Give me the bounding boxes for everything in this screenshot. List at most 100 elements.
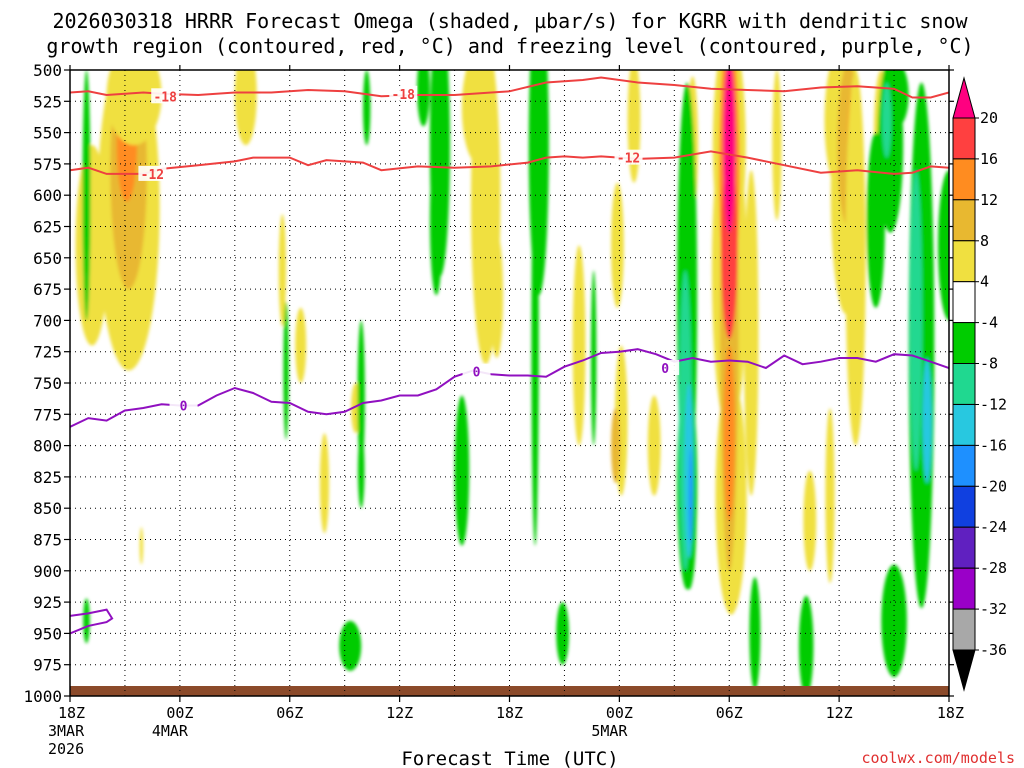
colorbar-label-10: -24: [980, 518, 1007, 536]
colorbar-label-6: -8: [980, 355, 998, 373]
dgz-contour--12: [70, 150, 949, 175]
dgz-contour--18-label-bg-1: [389, 85, 418, 101]
x-tick-label-6: 06Z: [716, 704, 743, 722]
y-tick-label-950: 950: [33, 624, 62, 643]
omega-blob-43: [339, 620, 362, 671]
omega-blob-63: [798, 595, 814, 696]
colorbar-segment-12: [952, 567, 976, 610]
colorbar-label-1: 16: [980, 150, 998, 168]
colorbar-label-0: 20: [980, 109, 998, 127]
omega-blob-26: [723, 345, 735, 521]
colorbar-segment-6: [952, 322, 976, 365]
x-tick-label-2: 06Z: [276, 704, 303, 722]
omega-blob-14: [572, 245, 586, 446]
y-axis: 500 525 550 575 600 625 650 675 700 725 750 775 800 8…: [23, 61, 954, 706]
y-tick-label-600: 600: [33, 186, 62, 205]
omega-blob-13: [490, 232, 504, 358]
omega-blob-12: [461, 70, 495, 164]
chart-title-line2: growth region (contoured, red, °C) and f…: [46, 34, 973, 58]
omega-blob-44: [283, 301, 289, 440]
dgz-contour--12-label-1: -12: [617, 152, 640, 167]
omega-blob-50: [429, 145, 443, 296]
y-tick-label-975: 975: [33, 656, 62, 675]
credit-text: coolwx.com/models: [861, 749, 1015, 767]
omega-blob-66: [866, 132, 885, 308]
x-tick-label-4: 18Z: [496, 704, 523, 722]
omega-blob-60: [684, 383, 694, 559]
colorbar-segment-11: [952, 526, 976, 569]
freezing-level-contour-0: [70, 348, 949, 428]
omega-blob-32: [743, 170, 759, 496]
omega-blob-61: [689, 448, 693, 544]
omega-blob-39: [772, 70, 782, 221]
colorbar-label-4: 4: [980, 273, 989, 291]
colorbar-label-13: -36: [980, 641, 1007, 659]
omega-blob-69: [909, 170, 923, 471]
omega-blob-38: [611, 182, 624, 308]
dgz-contour--18-label-0: -18: [153, 90, 177, 105]
omega-blob-71: [882, 82, 892, 158]
x-tick-label-1: 00Z: [166, 704, 193, 722]
omega-blob-3: [106, 70, 162, 146]
omega-blob-70: [922, 358, 932, 484]
colorbar-segment-9: [952, 444, 976, 487]
colorbar-label-7: -12: [980, 396, 1007, 414]
omega-blob-8: [295, 307, 307, 383]
dgz-contour--18-label-bg-0: [151, 88, 180, 104]
colorbar-segment-5: [952, 281, 976, 324]
y-tick-label-725: 725: [33, 343, 62, 362]
x-tick-date-5: 5MAR: [591, 722, 628, 740]
y-tick-label-700: 700: [33, 311, 62, 330]
y-tick-label-750: 750: [33, 374, 62, 393]
omega-blob-5: [234, 70, 257, 146]
colorbar-label-3: 8: [980, 232, 989, 250]
omega-blob-45: [357, 320, 365, 471]
x-tick-label-3: 12Z: [386, 704, 413, 722]
omega-blob-9: [278, 213, 287, 327]
y-tick-label-550: 550: [33, 124, 62, 143]
colorbar-segment-13: [952, 608, 976, 651]
colorbar-label-12: -32: [980, 600, 1007, 618]
colorbar-label-5: -4: [980, 314, 998, 332]
y-tick-label-625: 625: [33, 218, 62, 237]
omega-blob-72: [938, 170, 949, 321]
omega-blob-41: [82, 70, 91, 321]
omega-blob-33: [803, 470, 817, 571]
colorbar-label-11: -28: [980, 559, 1007, 577]
omega-blob-24: [722, 70, 736, 233]
y-tick-label-675: 675: [33, 280, 62, 299]
x-tick-label-7: 12Z: [826, 704, 853, 722]
x-tick-year-0: 2026: [48, 740, 84, 758]
omega-blob-47: [363, 70, 371, 146]
colorbar-segment-8: [952, 404, 976, 446]
y-tick-label-525: 525: [33, 92, 62, 111]
y-tick-label-650: 650: [33, 249, 62, 268]
freezing-level-contour-0-label-bg-0: [169, 397, 198, 413]
contour-lines: -18 -18 -12 -12 0 0 0: [70, 76, 949, 635]
omega-blob-48: [417, 70, 430, 127]
y-tick-label-1000: 1000: [23, 687, 62, 706]
colorbar: 20 16 12 8 4 -4 -8 -12 -16 -20 -24 -28 -32 -36: [952, 76, 1007, 692]
omega-shading: [75, 70, 949, 696]
omega-blob-16: [647, 395, 661, 496]
x-tick-date-0: 3MAR: [48, 722, 85, 740]
y-tick-label-575: 575: [33, 155, 62, 174]
y-tick-label-825: 825: [33, 468, 62, 487]
colorbar-label-9: -20: [980, 477, 1007, 495]
freezing-level-contour-0-label-bg-2: [651, 359, 680, 375]
freezing-level-contour-1: [70, 608, 114, 635]
omega-blob-4: [75, 145, 109, 346]
y-tick-label-775: 775: [33, 405, 62, 424]
omega-blob-42: [83, 598, 90, 644]
y-tick-label-500: 500: [33, 61, 62, 80]
colorbar-segment-2: [952, 158, 976, 201]
colorbar-segment-7: [952, 363, 976, 405]
omega-blob-7: [319, 433, 330, 534]
colorbar-segment-10: [952, 485, 976, 528]
y-tick-label-925: 925: [33, 593, 62, 612]
x-tick-date-1: 4MAR: [152, 722, 189, 740]
x-tick-label-5: 00Z: [606, 704, 633, 722]
omega-blob-46: [357, 433, 365, 509]
colorbar-segment-4: [952, 240, 976, 283]
y-tick-label-850: 850: [33, 499, 62, 518]
